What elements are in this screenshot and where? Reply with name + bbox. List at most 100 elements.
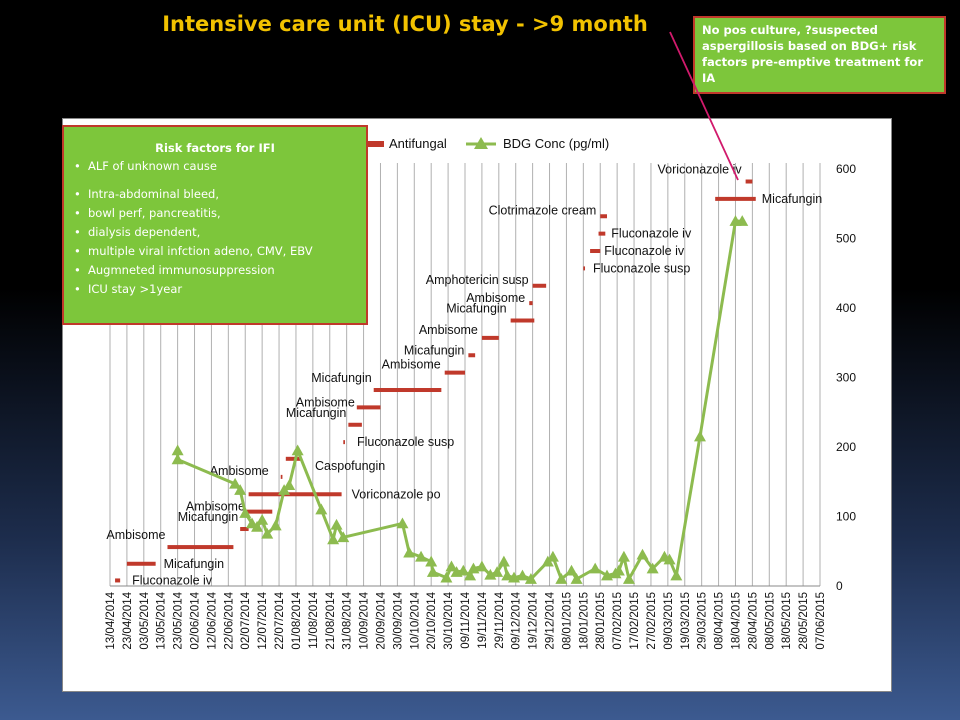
bdg-point	[171, 453, 184, 465]
bdg-point	[484, 568, 497, 580]
bdg-point	[736, 215, 749, 226]
antifungal-label: Fluconazole iv	[611, 227, 692, 241]
slide-title: Intensive care unit (ICU) stay - >9 mont…	[162, 12, 648, 36]
y-tick-label: 200	[836, 440, 856, 454]
antifungal-label: Fluconazole iv	[132, 573, 213, 587]
y-tick-label: 500	[836, 232, 856, 246]
x-tick-label: 11/08/2014	[308, 591, 320, 648]
antifungal-label: Micafungin	[311, 371, 371, 385]
x-tick-label: 02/07/2014	[240, 591, 252, 649]
antifungal-bar	[745, 179, 753, 184]
x-tick-label: 22/06/2014	[223, 591, 235, 649]
bdg-point	[501, 569, 514, 581]
antifungal-bar	[468, 353, 476, 358]
x-tick-label: 08/01/2015	[561, 592, 573, 650]
bdg-point	[251, 520, 264, 532]
x-tick-label: 12/06/2014	[206, 591, 218, 649]
bdg-point	[425, 555, 438, 567]
y-tick-label: 300	[836, 371, 856, 385]
x-tick-label: 07/06/2015	[815, 592, 827, 650]
antifungal-bar	[240, 527, 249, 532]
bdg-point	[457, 564, 470, 576]
bdg-point	[524, 573, 537, 584]
antifungal-bar	[510, 318, 535, 323]
x-tick-label: 09/11/2014	[460, 591, 472, 648]
bdg-point	[256, 513, 269, 525]
antifungal-bar	[598, 231, 606, 236]
antifungal-bar	[248, 492, 342, 497]
x-tick-label: 20/10/2014	[426, 591, 438, 649]
antifungal-label: Fluconazole susp	[357, 435, 454, 449]
risk-factor-item: dialysis dependent,	[74, 225, 366, 239]
legend-antifungal-swatch	[366, 141, 384, 147]
timeline-chart: 13/04/2014 23/04/2014 03/05/2014 13/05/2014…	[105, 136, 856, 650]
antifungal-bar	[715, 196, 756, 201]
y-tick-label: 600	[836, 162, 856, 176]
antifungal-label: Voriconazole iv	[658, 163, 743, 177]
antifungal-bar	[115, 578, 121, 583]
x-tick-label: 08/04/2015	[714, 592, 726, 650]
x-tick-label: 12/07/2014	[257, 591, 269, 649]
antifungal-bar	[343, 440, 345, 445]
antifungal-label: Ambisome	[186, 500, 245, 514]
bdg-point	[622, 573, 635, 584]
antifungal-label: Ambisome	[106, 528, 165, 542]
risk-factor-item: Intra-abdominal bleed,	[74, 187, 366, 201]
x-tick-label: 09/03/2015	[663, 592, 675, 650]
antifungal-label: Ambisome	[296, 395, 355, 409]
aspergillosis-note-box: No pos culture, ?suspected aspergillosis…	[693, 16, 946, 94]
antifungal-label: Micafungin	[762, 192, 822, 206]
x-tick-label: 20/09/2014	[375, 591, 387, 649]
bdg-point	[612, 564, 625, 576]
x-tick-label: 18/05/2015	[781, 592, 793, 650]
bdg-point	[440, 571, 453, 583]
bdg-point	[617, 550, 630, 562]
bdg-point	[403, 546, 416, 558]
x-tick-label: 29/03/2015	[697, 592, 709, 650]
x-tick-label: 18/04/2015	[730, 592, 742, 650]
bdg-point	[555, 573, 568, 584]
antifungal-bar	[583, 266, 586, 271]
x-tick-label: 08/05/2015	[764, 592, 776, 650]
x-tick-label: 02/06/2014	[190, 591, 202, 649]
x-tick-label: 29/11/2014	[494, 591, 506, 648]
antifungal-label: Ambisome	[382, 358, 441, 372]
bdg-point	[663, 553, 676, 565]
bdg-point	[546, 550, 559, 562]
antifungal-label: Ambisome	[419, 323, 478, 337]
bdg-point	[330, 518, 343, 530]
bdg-point	[171, 444, 184, 456]
antifungal-bar	[285, 456, 302, 461]
bdg-point	[497, 555, 510, 567]
bdg-point	[415, 550, 428, 562]
antifungal-bar	[444, 370, 465, 375]
x-tick-label: 27/02/2015	[646, 592, 658, 650]
risk-factors-list: ALF of unknown cause Intra-abdominal ble…	[64, 159, 366, 296]
bdg-point	[291, 444, 304, 456]
y-tick-label: 100	[836, 510, 856, 524]
bdg-point	[315, 503, 328, 515]
legend-bdg-marker	[474, 137, 488, 149]
x-tick-label: 19/03/2015	[680, 592, 692, 650]
antifungal-bar	[126, 561, 156, 566]
x-tick-label: 18/01/2015	[578, 592, 590, 650]
legend-antifungal-label: Antifungal	[389, 136, 447, 151]
x-tick-label: 30/10/2014	[443, 591, 455, 649]
antifungal-label: Clotrimazole cream	[489, 203, 597, 217]
x-tick-label: 19/12/2014	[528, 591, 540, 649]
antifungal-label: Fluconazole iv	[604, 244, 685, 258]
risk-factor-item: Augmneted immunosuppression	[74, 263, 366, 277]
bdg-point	[636, 548, 649, 560]
x-tick-label: 03/05/2014	[139, 591, 151, 649]
x-tick-label: 01/08/2014	[291, 591, 303, 649]
bdg-point	[670, 569, 683, 581]
bdg-point	[491, 566, 504, 577]
bdg-point	[589, 562, 602, 574]
antifungal-label: Micafungin	[178, 510, 238, 524]
x-tick-label: 21/08/2014	[325, 591, 337, 649]
bdg-point	[337, 531, 350, 543]
x-tick-label: 31/08/2014	[342, 591, 354, 649]
antifungal-bar	[246, 509, 273, 514]
antifungal-bar	[481, 335, 499, 340]
x-tick-label: 19/11/2014	[477, 591, 489, 648]
